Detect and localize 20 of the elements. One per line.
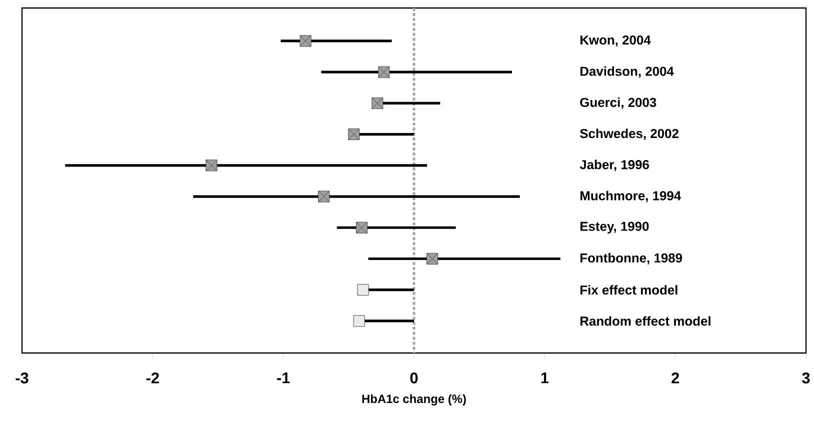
point [357, 284, 369, 296]
y-tick-label: Fontbonne, 1989 [580, 253, 682, 264]
x-axis-title: HbA1c change (%) [362, 394, 466, 406]
y-tick-label: Random effect model [580, 316, 710, 326]
x-tick-label: 2 [672, 372, 680, 384]
x-tick-label: -2 [146, 372, 159, 384]
y-tick-label: Estey, 1990 [580, 222, 649, 234]
x-tick-label: -1 [277, 372, 290, 384]
y-tick-label: Jaber, 1996 [580, 160, 649, 172]
y-tick-label: Davidson, 2004 [580, 66, 674, 78]
y-tick-label: Guerci, 2003 [580, 97, 656, 109]
y-tick-label: Kwon, 2004 [580, 35, 651, 46]
x-tick-label: 1 [541, 372, 549, 384]
x-tick-label: 3 [802, 372, 810, 384]
point [353, 315, 365, 327]
y-tick-label: Fix effect model [580, 285, 678, 295]
y-tick-label: Schwedes, 2002 [580, 128, 678, 140]
x-tick-label: 0 [410, 372, 418, 384]
y-tick-label: Muchmore, 1994 [580, 190, 682, 202]
x-tick-label: -3 [16, 372, 28, 384]
